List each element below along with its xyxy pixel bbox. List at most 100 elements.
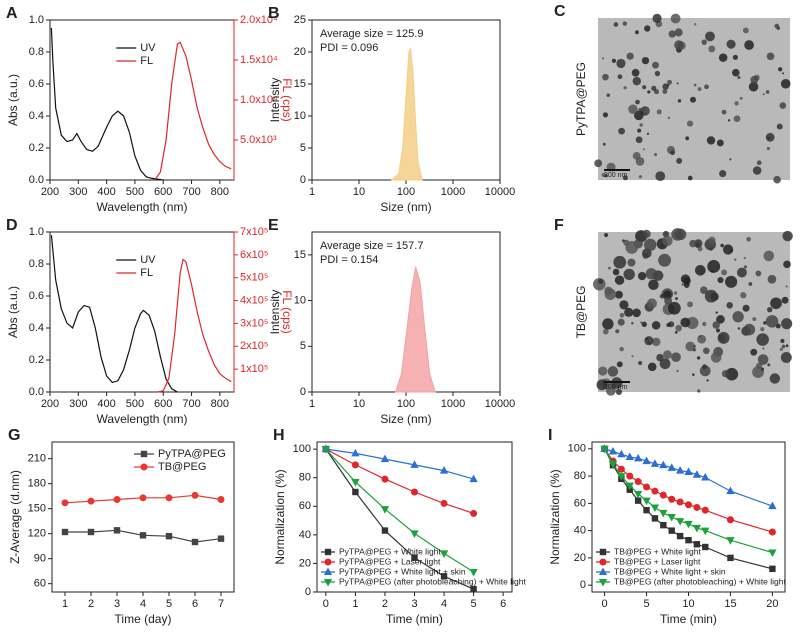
point (469, 569, 478, 577)
particle (734, 258, 737, 261)
x-tick-label: 300 (69, 186, 87, 198)
x-tick-label: 2 (88, 598, 94, 610)
particle (606, 93, 610, 97)
particle (628, 104, 638, 114)
point (626, 472, 634, 480)
y-tick-label: 80 (574, 470, 586, 482)
particle (767, 363, 771, 367)
particle (635, 156, 645, 166)
x-tick-label: 200 (41, 186, 59, 198)
point (768, 528, 776, 536)
particle (676, 369, 679, 373)
y-tick-label: 0.6 (29, 78, 44, 90)
particle (766, 306, 773, 313)
particle (696, 356, 701, 360)
particle (645, 268, 658, 280)
particle (623, 86, 627, 90)
particle (765, 315, 779, 328)
y-axis-label: Normalization (%) (273, 469, 287, 564)
particle (776, 123, 783, 130)
point (634, 497, 642, 504)
particle (781, 344, 786, 349)
particle (686, 120, 694, 127)
particle (641, 56, 650, 65)
point (440, 573, 448, 580)
particle (651, 321, 661, 330)
x-tick-label: 4 (140, 598, 146, 610)
legend-label: TB@PEG (after photobleaching) + White li… (614, 576, 787, 586)
particle (721, 370, 730, 378)
particle (624, 307, 634, 317)
y2-axis-label: FL (cps) (280, 78, 294, 122)
x-tick-label: 300 (69, 398, 87, 410)
scale-bar-label: 200 nm (604, 384, 628, 391)
x-tick-label: 1000 (441, 398, 465, 410)
annotation: Average size = 125.9 (320, 28, 423, 40)
particle (654, 153, 657, 157)
particle (605, 385, 616, 396)
particle (642, 148, 645, 151)
particle (598, 366, 608, 376)
particle (615, 329, 620, 334)
particle (748, 82, 759, 92)
particle (704, 289, 718, 303)
particle (622, 21, 628, 26)
point (643, 506, 650, 514)
x-tick-label: 10000 (485, 398, 516, 410)
particle (602, 142, 606, 146)
legend-marker (140, 450, 148, 458)
particle (619, 300, 629, 310)
point (727, 554, 734, 562)
particle (662, 230, 670, 238)
scale-bar-label: 200 nm (604, 172, 628, 179)
point (411, 554, 418, 561)
point (217, 496, 225, 503)
y-tick-label: 40 (574, 525, 586, 537)
legend-label: PyTPA@PEG (158, 448, 226, 460)
y-tick-label: 60 (574, 497, 586, 509)
particle (725, 275, 738, 288)
particle (721, 109, 727, 115)
particle (667, 116, 671, 120)
particle (619, 312, 625, 318)
particle (631, 68, 640, 77)
point (352, 488, 359, 496)
panel-label: I (548, 427, 552, 444)
particle (685, 136, 690, 141)
x-tick-label: 500 (126, 398, 144, 410)
point (440, 499, 448, 507)
particle (744, 40, 754, 50)
legend-marker (324, 558, 332, 566)
y2-tick-label: 1x10⁵ (240, 363, 268, 375)
point (217, 535, 225, 542)
particle (632, 76, 642, 86)
x-tick-label: 1 (309, 186, 315, 198)
particle (706, 136, 716, 145)
particle (778, 67, 783, 72)
y-tick-label: 0.0 (29, 386, 44, 398)
x-tick-label: 400 (97, 186, 115, 198)
particle (692, 373, 695, 376)
point (668, 495, 676, 503)
particle (604, 288, 617, 300)
x-tick-label: 100 (397, 186, 415, 198)
y-axis-label: Z-Average (d.nm) (8, 470, 22, 564)
particle (716, 315, 725, 324)
particle (659, 358, 671, 370)
particle (755, 362, 763, 369)
legend-label: UV (140, 254, 156, 266)
point (165, 532, 173, 540)
point (692, 524, 702, 533)
particle (607, 366, 619, 377)
particle (632, 308, 641, 318)
series-line (50, 235, 178, 393)
particle (652, 13, 662, 23)
particle (701, 39, 707, 45)
x-tick-label: 4 (441, 598, 447, 610)
particle (680, 317, 691, 328)
point (634, 478, 642, 486)
particle (732, 311, 744, 323)
particle (680, 274, 691, 284)
x-axis-label: Time (day) (115, 612, 172, 626)
